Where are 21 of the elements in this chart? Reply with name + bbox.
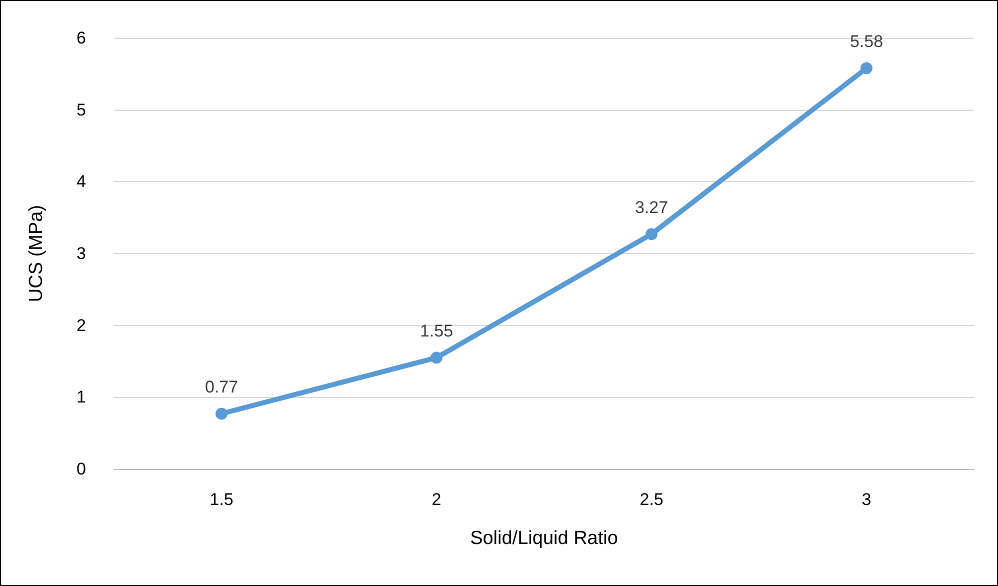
x-tick-label: 2.5 — [640, 490, 664, 509]
y-tick-label: 3 — [76, 244, 86, 263]
point — [860, 62, 872, 74]
y-tick-label: 0 — [76, 460, 86, 478]
y-tick-label: 5 — [76, 100, 86, 120]
point — [430, 352, 442, 364]
point — [216, 408, 228, 420]
y-tick-label: 1 — [76, 388, 86, 407]
data-label: 1.55 — [420, 322, 454, 341]
y-tick-label: 6 — [76, 28, 86, 48]
x-axis-title: Solid/Liquid Ratio — [470, 528, 618, 549]
y-tick-label: 2 — [76, 316, 86, 335]
point — [646, 228, 658, 240]
y-axis-title: UCS (MPa) — [26, 204, 47, 302]
x-tick-label: 2 — [432, 490, 442, 509]
y-tick-label: 4 — [76, 172, 86, 192]
data-label: 5.58 — [850, 32, 884, 52]
data-label: 3.27 — [634, 198, 668, 218]
x-tick-label: 1.5 — [210, 490, 234, 509]
x-tick-label: 3 — [862, 490, 872, 509]
data-label: 0.77 — [204, 378, 238, 397]
